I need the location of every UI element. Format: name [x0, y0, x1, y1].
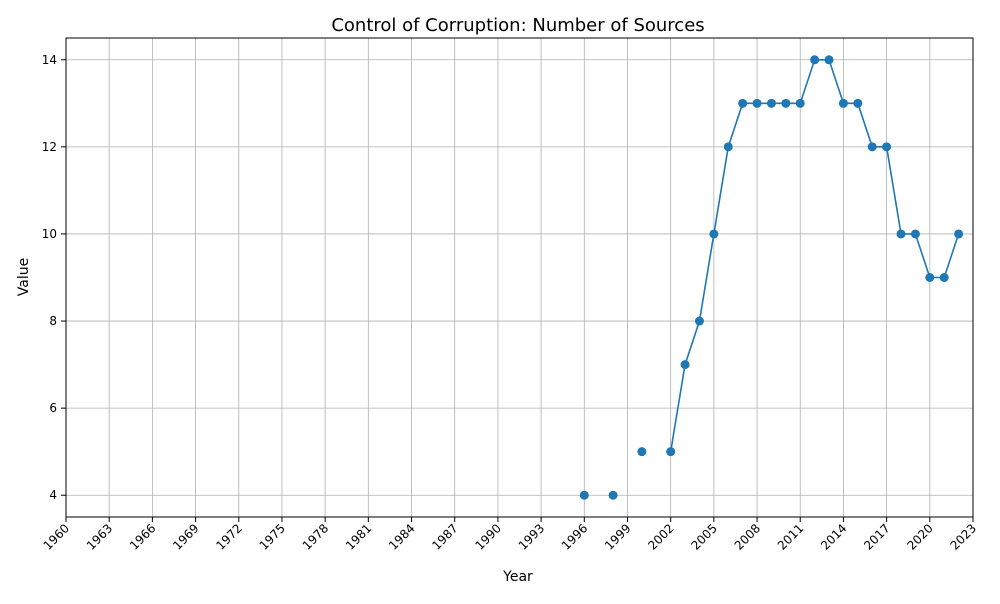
data-point: [896, 229, 906, 239]
x-axis-ticks: 1960 1963 1966 1969 1972 1975 1978 1981 1984 1987…: [41, 517, 979, 553]
y-tick-label: 12: [42, 140, 57, 154]
x-tick-label: 1996: [559, 521, 590, 552]
x-tick-label: 1963: [84, 521, 115, 552]
plot-frame: [65, 37, 974, 518]
data-point: [824, 55, 834, 65]
x-tick-label: 1999: [602, 521, 633, 552]
x-tick-label: 1969: [170, 521, 201, 552]
data-point: [637, 447, 647, 457]
x-axis-title: Year: [502, 569, 533, 585]
data-point: [795, 98, 805, 108]
grid-lines: [65, 38, 974, 517]
data-point: [781, 98, 791, 108]
data-point: [838, 98, 848, 108]
data-point: [867, 142, 877, 152]
data-point: [752, 98, 762, 108]
x-tick-label: 2014: [818, 521, 849, 552]
x-tick-label: 1987: [429, 521, 460, 552]
data-point: [882, 142, 892, 152]
x-tick-label: 1981: [343, 521, 374, 552]
data-point: [738, 98, 748, 108]
y-axis-title: Value: [16, 258, 32, 296]
y-tick-label: 6: [49, 401, 57, 415]
x-tick-label: 1972: [213, 521, 244, 552]
x-tick-label: 1960: [41, 521, 72, 552]
data-point: [709, 229, 719, 239]
data-point: [853, 98, 863, 108]
data-point: [954, 229, 964, 239]
data-point: [910, 229, 920, 239]
x-tick-label: 1975: [257, 521, 288, 552]
x-tick-label: 2011: [775, 521, 806, 552]
x-tick-label: 1978: [300, 521, 331, 552]
data-point: [694, 316, 704, 326]
x-tick-label: 1990: [473, 521, 504, 552]
data-point: [939, 273, 949, 282]
y-tick-label: 4: [49, 488, 57, 502]
y-axis-ticks: 4 6 8 10 12 14: [42, 53, 66, 502]
data-point: [680, 360, 690, 370]
y-tick-label: 14: [42, 53, 57, 67]
x-tick-label: 1966: [127, 521, 158, 552]
x-tick-label: 2017: [861, 521, 892, 552]
series-layer: [579, 55, 964, 500]
x-tick-label: 2005: [688, 521, 719, 552]
data-point: [723, 142, 733, 152]
chart-title: Control of Corruption: Number of Sources: [331, 15, 704, 36]
x-tick-label: 2002: [645, 521, 676, 552]
x-tick-label: 1993: [516, 521, 547, 552]
data-point: [810, 55, 820, 65]
data-point: [579, 490, 589, 500]
x-tick-label: 2020: [904, 521, 935, 552]
data-point: [608, 490, 618, 500]
data-point: [666, 447, 676, 457]
x-tick-label: 1984: [386, 521, 417, 552]
x-tick-label: 2008: [732, 521, 763, 552]
data-point: [925, 273, 935, 282]
x-tick-label: 2023: [948, 521, 979, 552]
data-point: [766, 98, 776, 108]
y-tick-label: 10: [42, 227, 57, 241]
y-tick-label: 8: [49, 314, 57, 328]
